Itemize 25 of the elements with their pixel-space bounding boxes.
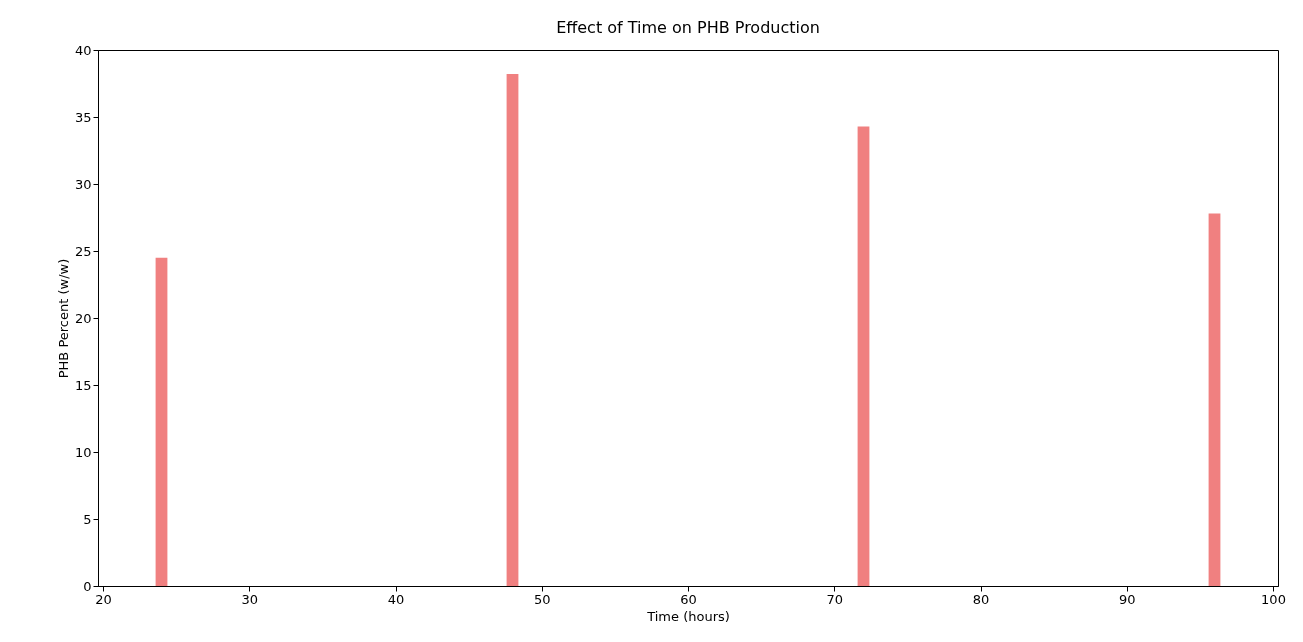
- x-tick-label: 20: [95, 591, 112, 607]
- bar: [506, 74, 519, 586]
- y-tick-label: 0: [83, 578, 92, 594]
- y-tick-label: 5: [83, 511, 92, 527]
- y-tick-label: 10: [74, 444, 92, 460]
- x-tick-label: 50: [533, 591, 551, 607]
- y-axis-title: PHB Percent (w/w): [55, 258, 71, 379]
- x-tick-label: 90: [1118, 591, 1136, 607]
- chart-title: Effect of Time on PHB Production: [556, 18, 820, 37]
- x-tick-label: 40: [387, 591, 405, 607]
- x-tick-label: 60: [680, 591, 697, 607]
- x-axis-title: Time (hours): [646, 608, 730, 624]
- bar: [1208, 213, 1221, 586]
- bar: [857, 126, 870, 586]
- y-tick-label: 25: [74, 243, 92, 259]
- x-tick-label: 100: [1261, 591, 1286, 607]
- x-tick-label: 80: [972, 591, 990, 607]
- bar: [155, 257, 168, 586]
- x-tick-label: 70: [826, 591, 844, 607]
- y-tick-label: 30: [74, 176, 92, 192]
- y-tick-label: 40: [74, 42, 92, 58]
- x-tick-label: 30: [241, 591, 259, 607]
- y-tick-label: 35: [74, 109, 92, 125]
- y-tick-label: 15: [74, 377, 92, 393]
- y-tick-label: 20: [74, 310, 92, 326]
